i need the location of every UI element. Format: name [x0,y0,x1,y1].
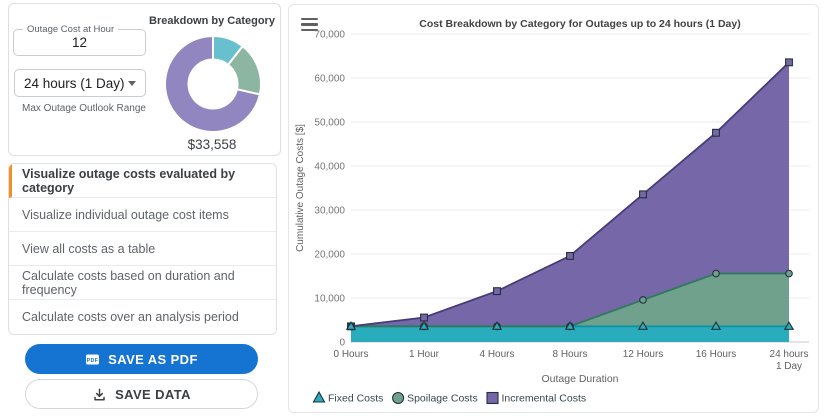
save-as-pdf-button[interactable]: PDF SAVE AS PDF [25,344,258,374]
outlook-range-helper: Max Outage Outlook Range [22,103,146,114]
view-menu: Visualize outage costs evaluated by cate… [8,163,277,335]
area-chart-title: Cost Breakdown by Category for Outages u… [419,18,741,30]
svg-text:Spoilage Costs: Spoilage Costs [407,393,478,405]
outage-cost-label: Outage Cost at Hour [23,24,119,35]
download-icon [94,388,105,400]
outage-cost-field: Outage Cost at Hour [13,24,146,56]
donut-title: Breakdown by Category [149,15,275,27]
svg-text:24 hours: 24 hours [770,349,809,360]
legend-item-incremental-costs[interactable]: Incremental Costs [486,391,587,405]
svg-text:1 Hour: 1 Hour [409,349,440,360]
svg-text:30,000: 30,000 [314,206,345,217]
save-data-label: SAVE DATA [115,386,191,402]
save-data-button[interactable]: SAVE DATA [25,379,258,409]
svg-text:40,000: 40,000 [314,162,345,173]
pdf-file-icon: PDF [86,354,100,364]
x-axis-ticks: 0 Hours 1 Hour 4 Hours 8 Hours 12 Hours 16 Ho… [333,349,808,372]
donut-slice-incremental-costs[interactable] [164,34,262,133]
menu-item-individual-cost-items[interactable]: Visualize individual outage cost items [9,198,276,232]
outlook-range-select[interactable]: 24 hours (1 Day) [14,69,146,97]
legend-item-spoilage-costs[interactable]: Spoilage Costs [392,391,478,405]
menu-item-costs-by-category[interactable]: Visualize outage costs evaluated by cate… [9,164,276,198]
data-point-markers [345,58,795,331]
svg-text:Fixed Costs: Fixed Costs [328,393,383,405]
area-fixed-costs [351,326,789,342]
svg-text:8 Hours: 8 Hours [552,349,587,360]
chart-card: Cost Breakdown by Category for Outages u… [288,4,819,413]
controls-card: Outage Cost at Hour 24 hours (1 Day) Max… [8,3,281,156]
menu-item-analysis-period[interactable]: Calculate costs over an analysis period [9,300,276,334]
stacked-area-chart[interactable]: 0 10,000 20,000 30,000 40,000 50,000 60,000 70,… [289,5,820,412]
svg-text:Incremental Costs: Incremental Costs [502,393,587,405]
svg-text:12 Hours: 12 Hours [623,349,664,360]
svg-text:1 Day: 1 Day [776,361,802,372]
area-bands [350,61,790,342]
svg-text:60,000: 60,000 [314,74,345,85]
save-as-pdf-label: SAVE AS PDF [108,351,198,367]
svg-text:10,000: 10,000 [314,294,345,305]
svg-text:50,000: 50,000 [314,118,345,129]
area-incremental-costs [351,62,789,327]
svg-text:0: 0 [339,338,345,349]
x-axis-label: Outage Duration [541,373,618,385]
chart-legend: Fixed Costs Spoilage Costs Incremental Cos… [312,390,587,405]
menu-item-duration-frequency[interactable]: Calculate costs based on duration and fr… [9,266,276,300]
chevron-down-icon [128,80,136,86]
breakdown-donut-chart[interactable] [161,32,265,136]
y-axis-label: Cumulative Outage Costs [$] [295,124,306,252]
hamburger-menu-icon[interactable] [301,18,318,31]
svg-text:16 Hours: 16 Hours [696,349,737,360]
svg-text:20,000: 20,000 [314,250,345,261]
outlook-range-value: 24 hours (1 Day) [24,75,125,91]
svg-text:0 Hours: 0 Hours [333,349,368,360]
menu-item-costs-table[interactable]: View all costs as a table [9,232,276,266]
donut-total: $33,558 [187,137,237,152]
svg-text:70,000: 70,000 [314,30,345,41]
legend-item-fixed-costs[interactable]: Fixed Costs [312,390,384,405]
svg-text:PDF: PDF [87,357,99,363]
svg-text:4 Hours: 4 Hours [479,349,514,360]
